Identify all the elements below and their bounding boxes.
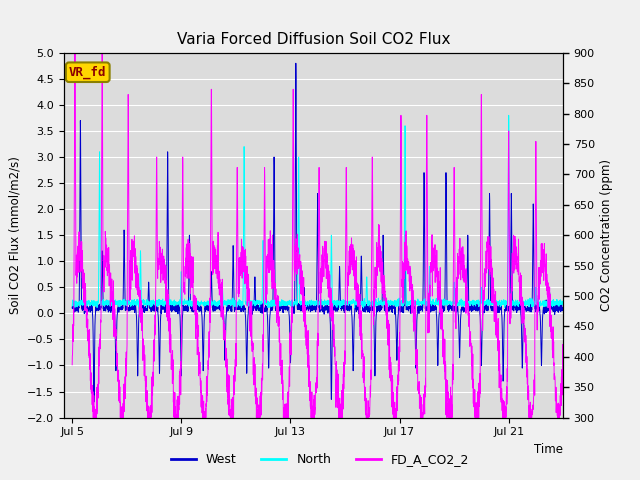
North <box>257 300 264 306</box>
FD_A_CO2_2 <box>257 408 264 414</box>
Text: VR_fd: VR_fd <box>69 66 106 79</box>
FD_A_CO2_2 <box>497 372 505 378</box>
North <box>550 300 557 306</box>
FD_A_CO2_2 <box>71 50 79 56</box>
FD_A_CO2_2 <box>278 357 286 363</box>
FD_A_CO2_2 <box>68 362 76 368</box>
West <box>68 304 76 310</box>
FD_A_CO2_2 <box>550 362 557 368</box>
North <box>559 302 567 308</box>
North <box>505 112 513 118</box>
West <box>90 399 98 405</box>
FD_A_CO2_2 <box>90 415 97 420</box>
North <box>154 300 161 305</box>
Y-axis label: Soil CO2 Flux (mmol/m2/s): Soil CO2 Flux (mmol/m2/s) <box>8 156 22 314</box>
X-axis label: Time: Time <box>534 443 563 456</box>
West <box>257 310 264 315</box>
West <box>125 306 132 312</box>
North <box>360 305 367 311</box>
Line: FD_A_CO2_2: FD_A_CO2_2 <box>72 53 563 418</box>
FD_A_CO2_2 <box>125 135 132 141</box>
Y-axis label: CO2 Concentration (ppm): CO2 Concentration (ppm) <box>600 159 613 311</box>
North <box>68 303 76 309</box>
West <box>559 306 567 312</box>
Line: West: West <box>72 63 563 402</box>
North <box>497 300 505 305</box>
FD_A_CO2_2 <box>154 276 161 281</box>
North <box>278 297 285 302</box>
West <box>292 60 300 66</box>
North <box>124 301 132 307</box>
West <box>154 304 161 310</box>
West <box>278 306 285 312</box>
FD_A_CO2_2 <box>559 342 567 348</box>
West <box>497 302 505 308</box>
Legend: West, North, FD_A_CO2_2: West, North, FD_A_CO2_2 <box>166 448 474 471</box>
Line: North: North <box>72 115 563 308</box>
West <box>550 304 557 310</box>
Title: Varia Forced Diffusion Soil CO2 Flux: Varia Forced Diffusion Soil CO2 Flux <box>177 33 451 48</box>
